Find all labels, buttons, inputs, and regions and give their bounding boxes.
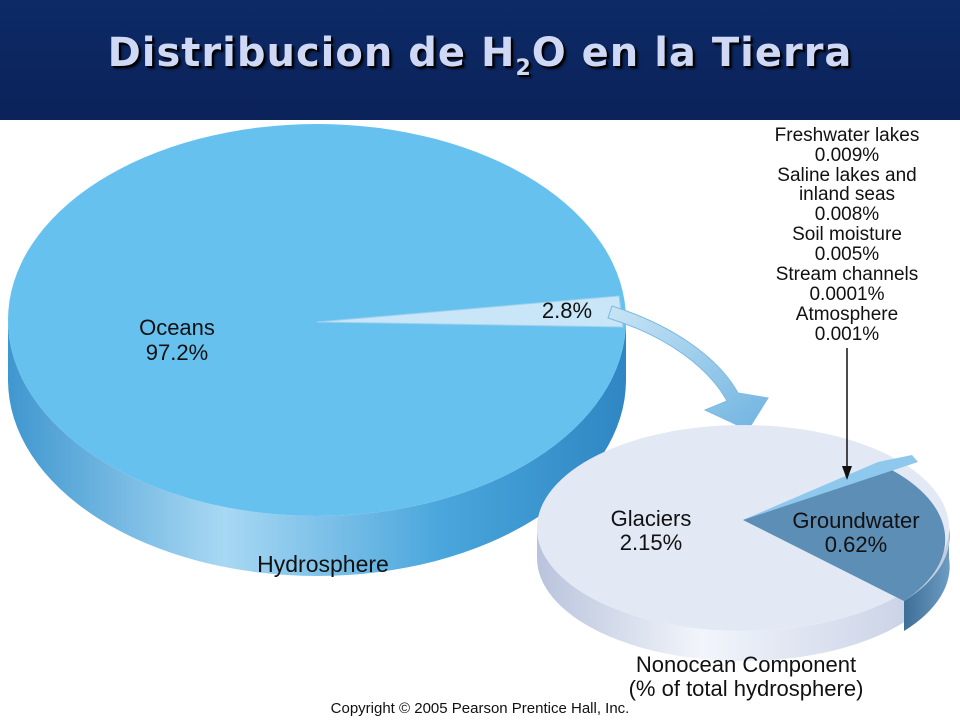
groundwater-value: 0.62% bbox=[825, 532, 887, 557]
oceans-value: 97.2% bbox=[146, 340, 208, 365]
callout-arrowhead bbox=[842, 466, 852, 480]
callout-line: Soil moisture bbox=[792, 224, 902, 245]
callout-line: Saline lakes and bbox=[777, 165, 916, 186]
callout-line: Freshwater lakes bbox=[775, 125, 920, 146]
title-part-2: O en la Tierra bbox=[531, 30, 853, 76]
callout-line: 0.008% bbox=[815, 204, 880, 225]
callout-line: 0.005% bbox=[815, 244, 880, 265]
callout-line: Atmosphere bbox=[796, 304, 898, 325]
callout-line: inland seas bbox=[799, 184, 895, 205]
page-title: Distribucion de H2O en la Tierra bbox=[0, 30, 960, 81]
callout-line: 0.0001% bbox=[809, 284, 884, 305]
hydrosphere-pie-side bbox=[8, 320, 626, 576]
title-bar bbox=[0, 0, 960, 120]
copyright-notice: Copyright © 2005 Pearson Prentice Hall, … bbox=[330, 700, 630, 717]
glaciers-value: 2.15% bbox=[620, 530, 682, 555]
glaciers-label: Glaciers bbox=[611, 506, 692, 531]
hydrosphere-caption: Hydrosphere bbox=[257, 551, 389, 577]
remaining-water-value: 2.8% bbox=[542, 298, 592, 323]
transfer-arrow bbox=[607, 305, 769, 431]
callout-line: 0.001% bbox=[815, 324, 880, 345]
title-part-1: Distribucion de H bbox=[107, 30, 516, 76]
title-subscript: 2 bbox=[515, 56, 532, 81]
nonocean-subcaption: (% of total hydrosphere) bbox=[629, 676, 864, 701]
callout-line: 0.009% bbox=[815, 145, 880, 166]
nonocean-caption: Nonocean Component bbox=[636, 652, 856, 677]
groundwater-slice-side bbox=[904, 528, 950, 631]
oceans-label: Oceans bbox=[139, 315, 215, 340]
callout-line: Stream channels bbox=[776, 264, 919, 285]
oceans-slice bbox=[8, 124, 626, 516]
minor-components-callout: Freshwater lakes 0.009% Saline lakes and… bbox=[775, 125, 920, 345]
minor-components-slice bbox=[743, 455, 918, 520]
nonocean-pie-side bbox=[537, 528, 949, 661]
groundwater-label: Groundwater bbox=[792, 508, 919, 533]
groundwater-slice bbox=[743, 464, 946, 601]
